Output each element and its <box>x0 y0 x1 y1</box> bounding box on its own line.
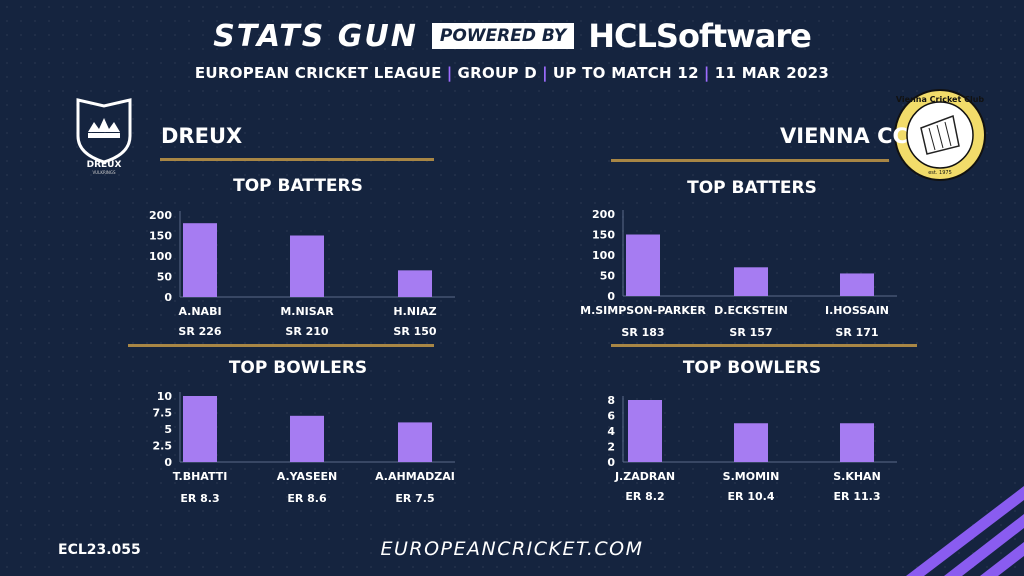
y-tick-label: 150 <box>149 230 172 243</box>
match-info: UP TO MATCH 12 <box>552 64 699 82</box>
y-tick-label: 2 <box>607 441 615 454</box>
club-crest-icon: Vienna Cricket Club est. 1975 <box>894 89 986 181</box>
right-bowlers-title: TOP BOWLERS <box>682 358 822 378</box>
bar-stat-label: ER 8.2 <box>625 490 664 503</box>
bar-stat-label: ER 8.3 <box>180 492 219 505</box>
header: STATS GUN POWERED BY HCLSoftware EUROPEA… <box>0 14 1024 82</box>
y-tick-label: 100 <box>149 250 172 263</box>
y-tick-label: 2.5 <box>153 440 173 453</box>
bar-stat-label: ER 10.4 <box>728 490 775 503</box>
bar <box>398 422 432 462</box>
dreux-logo-text: DREUX <box>87 160 122 170</box>
bar-stat-label: SR 183 <box>621 326 664 339</box>
corner-stripes <box>906 486 1024 576</box>
vienna-logo-subtext: est. 1975 <box>928 170 952 176</box>
league-name: EUROPEAN CRICKET LEAGUE <box>194 64 442 82</box>
left-bowlers-title: TOP BOWLERS <box>228 358 368 378</box>
bar <box>840 423 874 462</box>
dreux-logo: DREUX VULKRINGS <box>72 96 136 176</box>
y-tick-label: 50 <box>157 271 173 284</box>
left-bowlers-chart: 0 2.5 5 7.5 10 T.BHATTI ER 8.3 A.YASEEN ER 8.6 A.… <box>153 390 455 505</box>
separator: | <box>542 64 548 82</box>
y-tick-label: 150 <box>592 229 615 242</box>
shield-icon: DREUX VULKRINGS <box>76 98 132 175</box>
y-tick-label: 6 <box>607 410 615 423</box>
bar-stat-label: ER 11.3 <box>834 490 881 503</box>
y-tick-label: 10 <box>157 390 173 403</box>
right-batters-chart: 0 50 100 150 200 M.SIMPSON-PARKER SR 183 D.ECKS… <box>580 208 897 339</box>
bar <box>183 223 217 297</box>
bar-category-label: J.ZADRAN <box>614 470 675 483</box>
y-tick-label: 8 <box>607 394 615 407</box>
y-tick-label: 100 <box>592 249 615 262</box>
group-name: GROUP D <box>457 64 538 82</box>
y-tick-label: 5 <box>164 423 172 436</box>
brand-row: STATS GUN POWERED BY HCLSoftware <box>0 14 1024 58</box>
y-tick-label: 200 <box>149 209 172 222</box>
bar-category-label: A.NABI <box>178 305 221 318</box>
bar <box>840 273 874 296</box>
dreux-logo-subtext: VULKRINGS <box>92 170 116 175</box>
bar-stat-label: ER 8.6 <box>287 492 327 505</box>
left-divider-mid <box>128 344 434 347</box>
bar-category-label: S.KHAN <box>833 470 881 483</box>
bar <box>290 235 324 297</box>
left-batters-title: TOP BATTERS <box>233 176 363 196</box>
bar <box>626 234 660 296</box>
bar-category-label: S.MOMIN <box>723 470 780 483</box>
y-tick-label: 0 <box>164 291 172 304</box>
bar <box>183 396 217 462</box>
right-divider-top <box>611 159 889 162</box>
footer-url[interactable]: EUROPEANCRICKET.COM <box>380 538 644 560</box>
date: 11 MAR 2023 <box>714 64 830 82</box>
bar-category-label: I.HOSSAIN <box>825 304 889 317</box>
y-tick-label: 7.5 <box>153 407 173 420</box>
bar <box>398 270 432 297</box>
bar-stat-label: SR 150 <box>393 325 437 338</box>
separator: | <box>446 64 453 82</box>
bar-category-label: A.YASEEN <box>277 470 337 483</box>
powered-by-badge: POWERED BY <box>431 23 575 49</box>
bar-stat-label: SR 210 <box>285 325 329 338</box>
bar-stat-label: ER 7.5 <box>395 492 434 505</box>
sponsor-logo: HCLSoftware <box>588 17 812 55</box>
y-tick-label: 200 <box>592 208 615 221</box>
bar <box>734 423 768 462</box>
footer-code: ECL23.055 <box>58 542 141 558</box>
bar <box>628 400 662 462</box>
stats-gun-title: STATS GUN <box>213 18 418 54</box>
right-bowlers-chart: 0 2 4 6 8 J.ZADRAN ER 8.2 S.MOMIN ER 10.4 S.KHAN E… <box>607 394 897 503</box>
y-tick-label: 50 <box>600 270 616 283</box>
bar-category-label: H.NIAZ <box>393 305 436 318</box>
bar <box>734 267 768 296</box>
left-team-name: DREUX <box>161 124 243 148</box>
bar <box>290 415 324 462</box>
left-divider-top <box>160 158 434 161</box>
right-batters-title: TOP BATTERS <box>687 178 817 198</box>
left-batters-chart: 0 50 100 150 200 A.NABI SR 226 M.NISAR SR 210 H.N… <box>149 209 455 338</box>
right-team-name: VIENNA CC <box>780 124 908 148</box>
bar-category-label: T.BHATTI <box>173 470 228 483</box>
bar-category-label: M.SIMPSON-PARKER <box>580 304 706 317</box>
bar-stat-label: SR 226 <box>178 325 222 338</box>
bar-category-label: D.ECKSTEIN <box>714 304 788 317</box>
header-subline: EUROPEAN CRICKET LEAGUE | GROUP D | UP TO MA… <box>0 64 1024 82</box>
right-divider-mid <box>611 344 917 347</box>
bar-category-label: A.AHMADZAI <box>375 470 455 483</box>
y-tick-label: 4 <box>607 425 615 438</box>
bar-stat-label: SR 157 <box>729 326 772 339</box>
y-tick-label: 0 <box>607 456 615 469</box>
y-tick-label: 0 <box>607 290 615 303</box>
bar-category-label: M.NISAR <box>280 305 334 318</box>
vienna-logo: Vienna Cricket Club est. 1975 <box>893 88 987 182</box>
y-tick-label: 0 <box>164 456 172 469</box>
separator: | <box>703 64 710 82</box>
bar-stat-label: SR 171 <box>835 326 878 339</box>
vienna-logo-text: Vienna Cricket Club <box>896 95 985 104</box>
